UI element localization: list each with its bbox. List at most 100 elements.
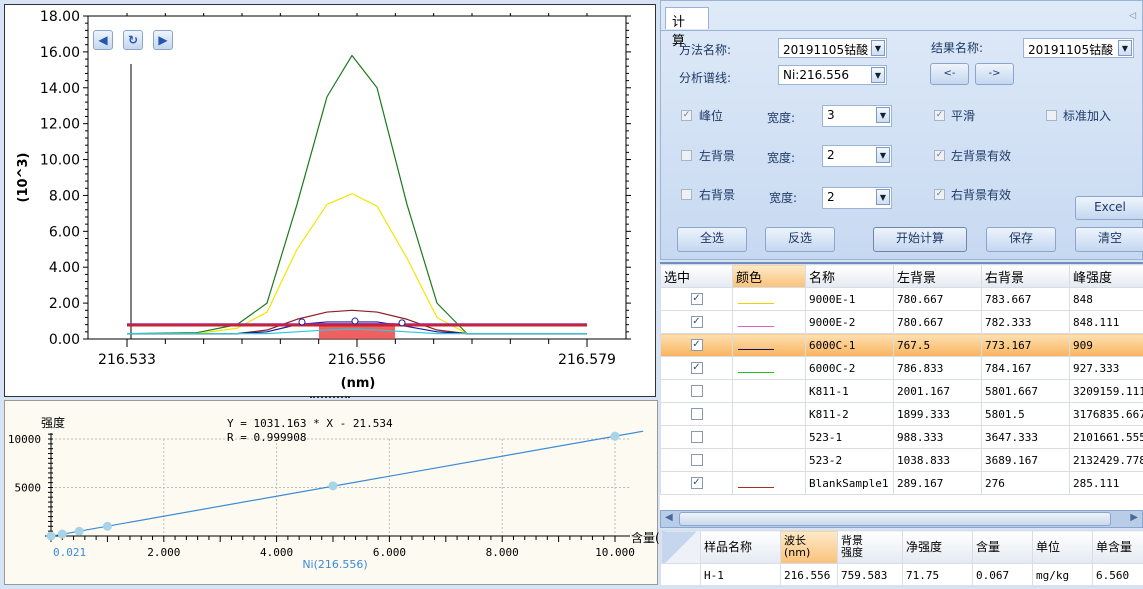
peak-width-select[interactable]: 3▼ xyxy=(822,105,892,127)
row-checkbox[interactable] xyxy=(691,431,703,443)
scroll-right-icon[interactable]: ▶ xyxy=(1130,512,1138,523)
column-header[interactable]: 左背景 xyxy=(894,265,982,288)
table-row[interactable]: 523-1 988.333 3647.333 2101661.555 xyxy=(661,426,1143,449)
scroll-left-icon[interactable]: ◀ xyxy=(665,512,673,523)
result-cell: 6.560 xyxy=(1093,564,1143,587)
start-calculation-button[interactable]: 开始计算 xyxy=(873,227,967,252)
peak-intensity-cell: 3209159.111 xyxy=(1070,380,1143,403)
name-cell: 523-1 xyxy=(806,426,894,449)
clear-button[interactable]: 清空 xyxy=(1075,227,1143,252)
color-cell xyxy=(733,357,806,380)
column-header[interactable]: 峰强度 xyxy=(1070,265,1143,288)
chevron-down-icon[interactable]: ▼ xyxy=(876,189,890,205)
select-cell[interactable]: ✓ xyxy=(661,311,733,334)
collapse-icon[interactable]: ◁ xyxy=(1129,11,1136,21)
table-row[interactable]: K811-1 2001.167 5801.667 3209159.111 xyxy=(661,380,1143,403)
chevron-down-icon[interactable]: ▼ xyxy=(876,107,890,123)
result-column-header[interactable]: 背景 强度 xyxy=(838,531,903,564)
table-row[interactable]: ✓ BlankSample1 289.167 276 285.111 xyxy=(661,472,1143,495)
select-cell[interactable] xyxy=(661,426,733,449)
name-cell: 9000E-1 xyxy=(806,288,894,311)
row-checkbox[interactable]: ✓ xyxy=(691,362,703,374)
next-button[interactable]: -> xyxy=(975,63,1014,85)
table-row[interactable]: 523-2 1038.833 3689.167 2132429.778 xyxy=(661,449,1143,472)
select-cell[interactable]: ✓ xyxy=(661,288,733,311)
table-row[interactable]: ✓ 9000E-1 780.667 783.667 848 xyxy=(661,288,1143,311)
select-cell[interactable] xyxy=(661,449,733,472)
row-checkbox[interactable]: ✓ xyxy=(691,316,703,328)
invert-selection-button[interactable]: 反选 xyxy=(765,227,835,252)
column-header[interactable]: 右背景 xyxy=(982,265,1070,288)
select-cell[interactable] xyxy=(661,380,733,403)
chevron-down-icon[interactable]: ▼ xyxy=(871,40,885,56)
x-tick-label: 2.000 xyxy=(147,546,180,559)
y-tick-label: 5000 xyxy=(15,482,42,495)
regression-equation: Y = 1031.163 * X - 21.534 xyxy=(227,417,393,430)
select-cell[interactable] xyxy=(661,403,733,426)
excel-button[interactable]: Excel xyxy=(1075,196,1143,220)
chevron-down-icon[interactable]: ▼ xyxy=(1118,40,1132,56)
select-cell[interactable]: ✓ xyxy=(661,357,733,380)
horizontal-scrollbar[interactable]: ◀ ▶ xyxy=(660,510,1143,528)
right-width-select[interactable]: 2▼ xyxy=(822,187,892,209)
color-swatch xyxy=(738,372,774,373)
select-all-button[interactable]: 全选 xyxy=(677,227,747,252)
row-checkbox[interactable]: ✓ xyxy=(691,339,703,351)
prev-spectrum-button[interactable]: ◀ xyxy=(93,30,113,50)
result-cell: 216.556 xyxy=(781,564,838,587)
row-checkbox[interactable]: ✓ xyxy=(691,477,703,489)
peak-marker xyxy=(352,318,358,324)
row-checkbox[interactable] xyxy=(691,385,703,397)
select-cell[interactable]: ✓ xyxy=(661,472,733,495)
result-column-header[interactable]: 样品名称 xyxy=(701,531,781,564)
table-row[interactable]: ✓ 6000C-2 786.833 784.167 927.333 xyxy=(661,357,1143,380)
column-header[interactable]: 名称 xyxy=(806,265,894,288)
arrow-right-icon: ▶ xyxy=(158,33,167,47)
table-row[interactable]: ✓ 9000E-2 780.667 782.333 848.111 xyxy=(661,311,1143,334)
std-add-label: 标准加入 xyxy=(1063,107,1111,124)
table-row[interactable]: K811-2 1899.333 5801.5 3176835.667 xyxy=(661,403,1143,426)
result-column-header[interactable]: 单位 xyxy=(1033,531,1093,564)
line-value: Ni:216.556 xyxy=(783,68,849,82)
tab-calculate[interactable]: 计 算 xyxy=(665,7,709,29)
next-spectrum-button[interactable]: ▶ xyxy=(153,30,173,50)
right-valid-checkbox[interactable]: ✓ xyxy=(934,189,945,200)
chevron-down-icon[interactable]: ▼ xyxy=(871,67,885,83)
method-select[interactable]: 20191105钴酸▼ xyxy=(778,38,887,58)
smooth-checkbox[interactable]: ✓ xyxy=(934,110,945,121)
column-header[interactable]: 选中 xyxy=(661,265,733,288)
left-bg-checkbox[interactable] xyxy=(681,150,692,161)
smooth-label: 平滑 xyxy=(951,107,975,124)
left-valid-checkbox[interactable]: ✓ xyxy=(934,150,945,161)
save-button[interactable]: 保存 xyxy=(986,227,1056,252)
select-cell[interactable]: ✓ xyxy=(661,334,733,357)
row-checkbox[interactable]: ✓ xyxy=(691,293,703,305)
peak-checkbox[interactable]: ✓ xyxy=(681,110,692,121)
y-axis-label: 强度 xyxy=(41,415,65,430)
result-column-header[interactable]: 含量 xyxy=(973,531,1033,564)
corner-cell[interactable] xyxy=(661,531,701,564)
result-column-header[interactable]: 净强度 xyxy=(903,531,973,564)
refresh-button[interactable]: ↻ xyxy=(123,30,143,50)
row-header xyxy=(661,564,701,587)
row-checkbox[interactable] xyxy=(691,408,703,420)
scrollbar-thumb[interactable] xyxy=(679,512,1111,526)
result-column-header[interactable]: 单含量 xyxy=(1093,531,1143,564)
previous-button[interactable]: <- xyxy=(930,63,969,85)
table-row[interactable]: ✓ 6000C-1 767.5 773.167 909 xyxy=(661,334,1143,357)
result-select[interactable]: 20191105钴酸▼ xyxy=(1023,38,1134,58)
result-column-header[interactable]: 波长 (nm) xyxy=(781,531,838,564)
line-select[interactable]: Ni:216.556 ▼ xyxy=(778,65,887,85)
y-tick-label: 16.00 xyxy=(40,45,80,61)
right-bg-checkbox[interactable] xyxy=(681,189,692,200)
right-bg-cell: 783.667 xyxy=(982,288,1070,311)
std-add-checkbox[interactable] xyxy=(1046,110,1057,121)
right-bg-cell: 5801.5 xyxy=(982,403,1070,426)
x-tick-label: 10.000 xyxy=(595,546,635,559)
left-width-select[interactable]: 2▼ xyxy=(822,145,892,167)
chevron-down-icon[interactable]: ▼ xyxy=(876,147,890,163)
row-checkbox[interactable] xyxy=(691,454,703,466)
column-header[interactable]: 颜色 xyxy=(733,265,806,288)
